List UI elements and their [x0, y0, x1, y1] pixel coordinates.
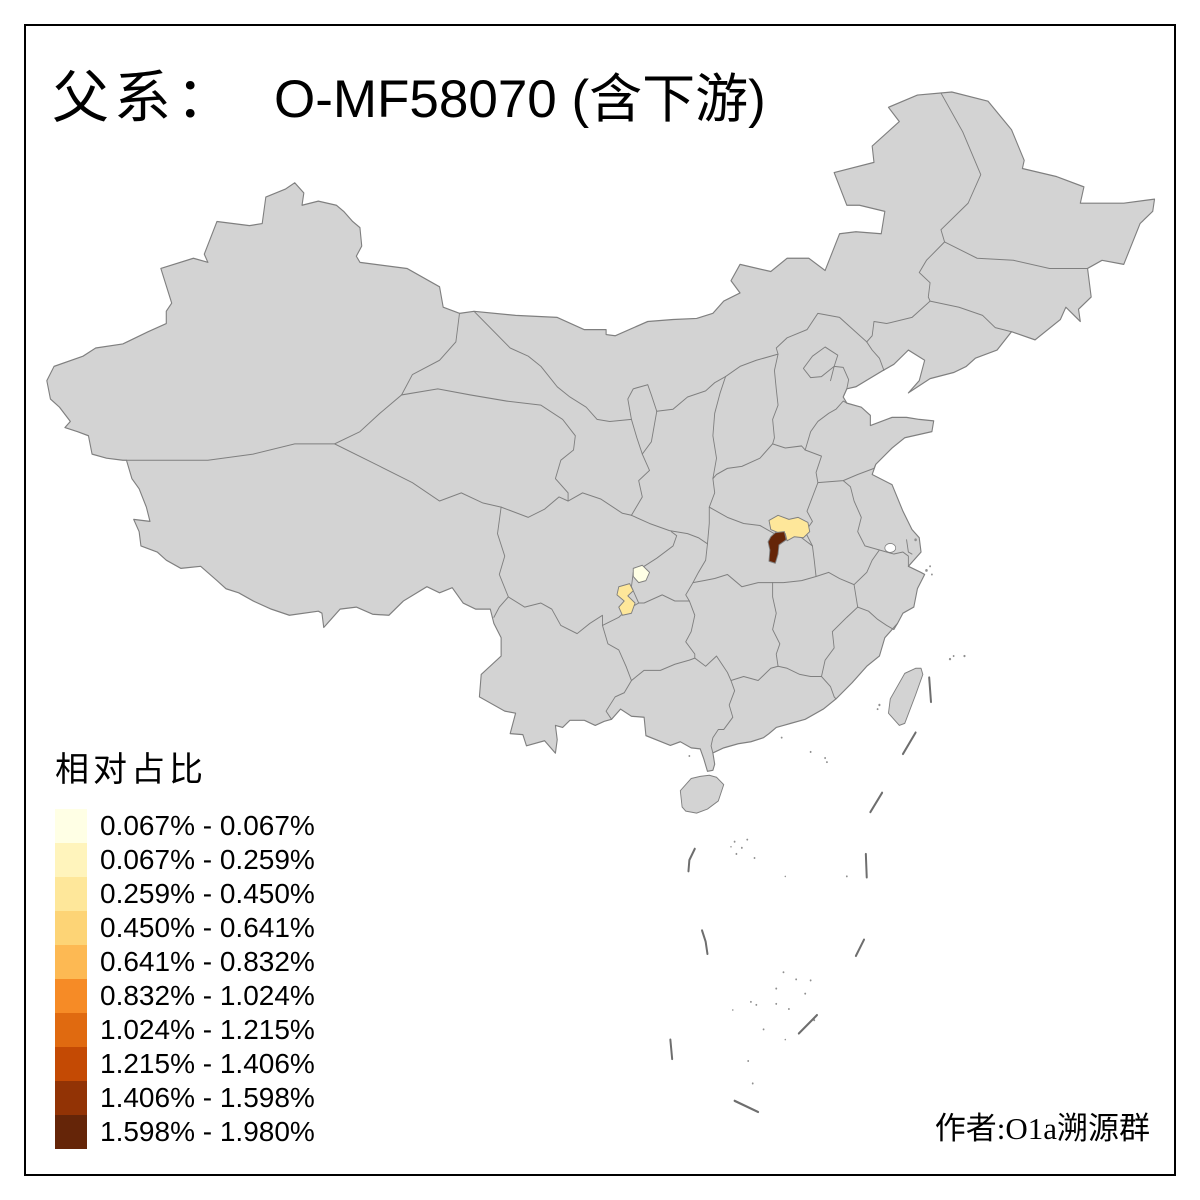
dash-segment [669, 1038, 674, 1061]
small-island-dots [688, 538, 966, 1085]
dash-segment [928, 676, 932, 704]
legend-label: 1.024% - 1.215% [100, 1014, 315, 1045]
legend-row: 1.024% - 1.215% [55, 1013, 315, 1047]
title-prefix: 父系： [52, 67, 238, 130]
province-borders [125, 92, 1089, 754]
legend-row: 0.067% - 0.067% [55, 809, 315, 843]
legend-swatch [55, 979, 87, 1013]
region-hubei-xiaogan [767, 531, 787, 564]
legend-swatch [55, 843, 87, 877]
legend-label: 0.641% - 0.832% [100, 946, 315, 977]
highlighted-regions [616, 514, 811, 616]
legend-swatch [55, 1081, 87, 1115]
legend-label: 1.598% - 1.980% [100, 1116, 315, 1147]
legend-row: 0.832% - 1.024% [55, 979, 315, 1013]
taiwan-island [888, 667, 924, 726]
legend-rows: 0.067% - 0.067% 0.067% - 0.259% 0.259% -… [55, 809, 315, 1149]
title-main: O-MF58070 (含下游) [274, 70, 766, 129]
mainland-china-shape [46, 91, 1156, 772]
legend-label: 0.067% - 0.259% [100, 844, 315, 875]
taihu-lake [884, 543, 897, 553]
dash-segment [733, 1099, 760, 1114]
legend-swatch [55, 911, 87, 945]
region-sichuan-luzhou [616, 583, 636, 616]
dash-segment [864, 852, 868, 879]
legend-row: 0.259% - 0.450% [55, 877, 315, 911]
legend-swatch [55, 1115, 87, 1149]
dash-segment [797, 1013, 818, 1035]
legend-swatch [55, 1047, 87, 1081]
legend-swatch [55, 1013, 87, 1047]
legend-row: 0.450% - 0.641% [55, 911, 315, 945]
legend-swatch [55, 877, 87, 911]
legend-label: 1.215% - 1.406% [100, 1048, 315, 1079]
legend-label: 0.450% - 0.641% [100, 912, 315, 943]
attribution: 作者:O1a溯源群 [934, 1111, 1150, 1146]
legend-label: 1.406% - 1.598% [100, 1082, 315, 1113]
legend-label: 0.832% - 1.024% [100, 980, 315, 1011]
legend-row: 0.641% - 0.832% [55, 945, 315, 979]
legend: 相对占比 0.067% - 0.067% 0.067% - 0.259% 0.2… [55, 742, 315, 1149]
legend-swatch [55, 945, 87, 979]
legend-swatch [55, 809, 87, 843]
dash-segment [701, 929, 709, 956]
islands [679, 667, 924, 814]
legend-row: 0.067% - 0.259% [55, 843, 315, 877]
dash-segment [687, 847, 696, 873]
hainan-island [679, 774, 725, 814]
page-title: 父系： O-MF58070 (含下游) [52, 52, 766, 134]
legend-label: 0.067% - 0.067% [100, 810, 315, 841]
legend-row: 1.215% - 1.406% [55, 1047, 315, 1081]
nine-dash-line [669, 676, 932, 1114]
dash-segment [901, 731, 917, 756]
region-chongqing-west [632, 564, 650, 584]
legend-row: 1.406% - 1.598% [55, 1081, 315, 1115]
legend-label: 0.259% - 0.450% [100, 878, 315, 909]
dash-segment [869, 791, 884, 814]
dash-segment [854, 938, 866, 958]
legend-row: 1.598% - 1.980% [55, 1115, 315, 1149]
legend-title: 相对占比 [55, 752, 207, 789]
